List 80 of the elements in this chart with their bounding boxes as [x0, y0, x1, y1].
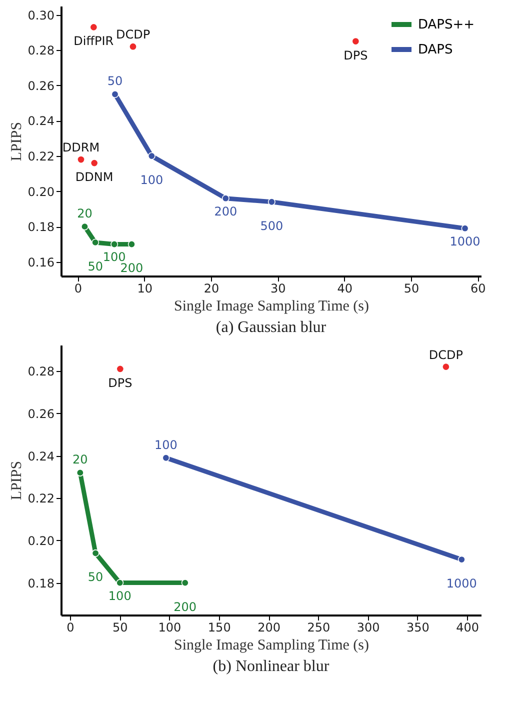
- x-tick-label: 10: [137, 282, 152, 296]
- annotation: 20: [77, 206, 92, 221]
- annotation: DDNM: [75, 170, 114, 184]
- point: [110, 240, 118, 248]
- point: [116, 579, 124, 587]
- annotation: 1000: [450, 234, 480, 248]
- point: [91, 160, 98, 166]
- point: [76, 468, 84, 476]
- point: [268, 198, 276, 206]
- point: [461, 224, 469, 232]
- y-tick-label: 0.26: [28, 78, 54, 93]
- x-tick-label: 150: [208, 620, 231, 634]
- x-tick-label: 0: [74, 282, 82, 296]
- point: [78, 156, 84, 163]
- x-tick-label: 200: [258, 620, 280, 634]
- x-tick-label: 300: [356, 620, 380, 634]
- point: [148, 152, 156, 160]
- x-tick-label: 350: [406, 620, 430, 634]
- y-tick-label: 0.18: [28, 576, 54, 590]
- x-tick-label: 0: [66, 620, 74, 634]
- y-tick-label: 0.18: [28, 220, 54, 234]
- annotation: DPS: [108, 376, 132, 390]
- annotation: 50: [107, 74, 123, 88]
- x-tick-label: 400: [456, 620, 480, 634]
- x-tick-label: 30: [270, 282, 286, 296]
- y-tick-label: 0.30: [28, 8, 54, 22]
- point: [458, 556, 466, 564]
- x-tick-label: 40: [337, 282, 352, 296]
- annotation: 50: [88, 570, 104, 584]
- annotation: 500: [260, 218, 284, 233]
- point: [90, 24, 97, 30]
- annotation: DPS: [344, 48, 368, 62]
- annotation: DiffPIR: [74, 34, 114, 48]
- x-tick-label: 60: [470, 282, 486, 296]
- annotation: 200: [214, 204, 238, 218]
- annotation: 100: [154, 438, 178, 452]
- point: [117, 366, 124, 372]
- y-tick-label: 0.20: [28, 534, 54, 548]
- point: [162, 454, 170, 462]
- annotation: 100: [108, 588, 132, 603]
- x-tick-label: 50: [112, 620, 128, 634]
- annotation: DCDP: [428, 348, 464, 362]
- point: [92, 238, 100, 246]
- point: [80, 222, 88, 230]
- annotation: 50: [88, 259, 103, 274]
- x-tick-label: 250: [307, 620, 330, 634]
- y-tick-label: 0.24: [28, 449, 54, 464]
- annotation: 20: [72, 452, 88, 467]
- y-tick-label: 0.28: [28, 364, 54, 379]
- point: [352, 38, 359, 44]
- y-tick-label: 0.22: [28, 492, 54, 506]
- y-tick-label: 0.28: [28, 44, 54, 58]
- legend-label: DAPS++: [418, 18, 475, 32]
- x-tick-label: 20: [204, 282, 220, 296]
- x-tick-label: 50: [404, 282, 420, 296]
- x-tick-label: 100: [158, 620, 182, 634]
- text: (a) Gaussian blur: [216, 319, 327, 336]
- legend-label: DAPS: [418, 42, 453, 58]
- x-axis-title: Single Image Sampling Time (s): [174, 298, 370, 314]
- x-axis-title: Single Image Sampling Time (s): [174, 638, 370, 654]
- point: [92, 549, 100, 557]
- point: [442, 364, 450, 370]
- y-axis-title: LPIPS: [8, 122, 25, 162]
- point: [128, 240, 136, 248]
- y-tick-label: 0.26: [28, 406, 54, 421]
- y-axis-title: LPIPS: [8, 460, 25, 500]
- y-tick-label: 0.22: [28, 150, 54, 164]
- annotation: DCDP: [116, 28, 150, 42]
- text: (b) Nonlinear blur: [212, 658, 330, 675]
- point: [181, 579, 189, 587]
- y-tick-label: 0.24: [28, 114, 54, 128]
- y-tick-label: 0.16: [28, 255, 54, 270]
- point: [222, 194, 230, 202]
- annotation: DDRM: [62, 140, 100, 155]
- y-tick-label: 0.20: [28, 184, 54, 199]
- annotation: 1000: [446, 576, 477, 591]
- point: [130, 43, 136, 50]
- annotation: 200: [174, 600, 197, 614]
- annotation: 100: [140, 173, 164, 187]
- point: [111, 90, 119, 98]
